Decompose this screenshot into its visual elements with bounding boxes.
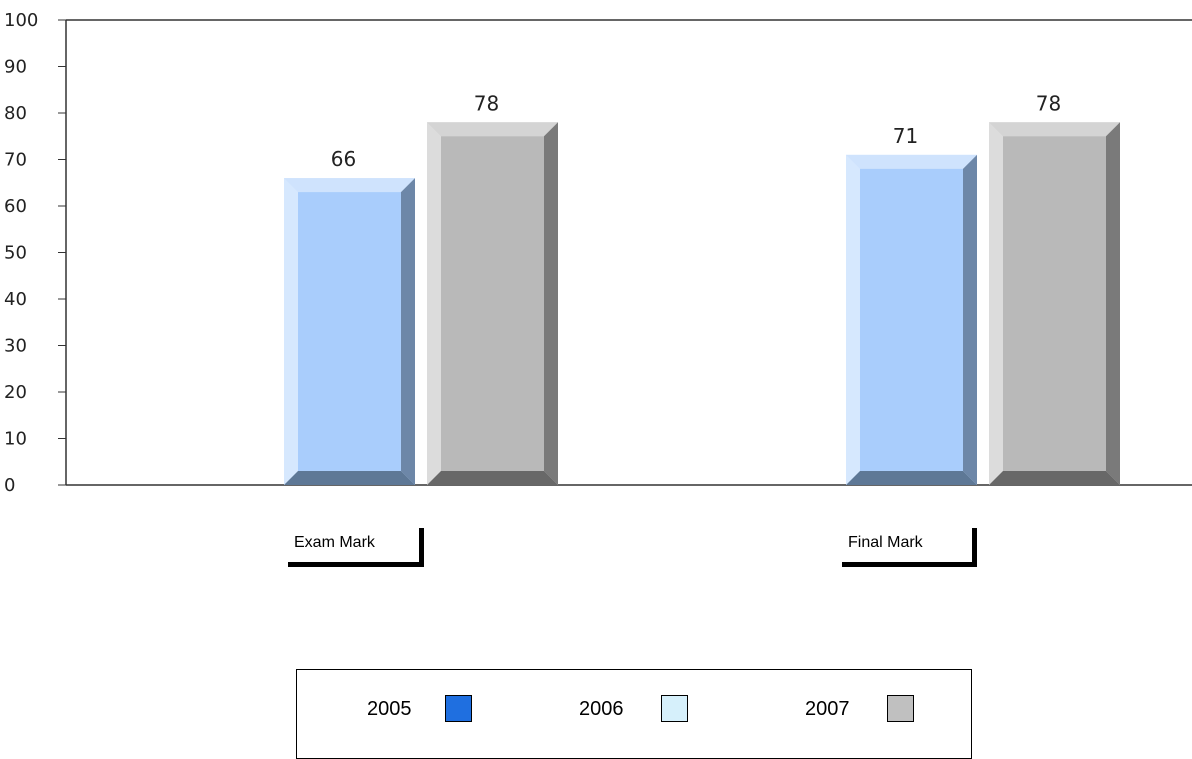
bar-left-bevel [427,122,441,486]
bar-bottom-bevel [989,471,1120,485]
bar-bottom-bevel [846,471,977,485]
x-category-label-box: Exam Mark [288,528,424,567]
bar-face [298,192,401,471]
axes: 0 10 20 30 40 50 60 70 80 90 100 [4,10,1192,496]
bar-right-bevel [1106,122,1120,486]
bar-left-bevel [284,178,298,485]
bar-face [441,136,544,472]
bar-value-label: 78 [1036,91,1061,115]
bar-face [1003,136,1106,472]
legend-label: 2006 [579,698,624,720]
y-tick-label: 30 [4,336,27,357]
bar-bottom-bevel [427,471,558,485]
y-tick-label: 50 [4,243,27,264]
y-tick-label: 0 [4,475,15,496]
legend-swatch-2005 [445,695,472,722]
y-tick-label: 80 [4,103,27,124]
x-category-label-box: Final Mark [842,528,977,567]
bar-2006-exam-mark [284,178,415,485]
y-tick-label: 90 [4,57,27,78]
bar-left-bevel [989,122,1003,486]
legend: 2005 2006 2007 [296,669,972,759]
bar-2007-final-mark [989,122,1120,486]
value-labels: 66 78 71 78 [331,91,1061,171]
y-tick-label: 20 [4,382,27,403]
bar-bottom-bevel [284,471,415,485]
bar-top-bevel [284,178,415,193]
bar-right-bevel [544,122,558,486]
legend-label: 2005 [367,698,412,720]
bar-value-label: 71 [893,124,918,148]
bar-right-bevel [963,154,977,485]
y-tick-label: 70 [4,150,27,171]
y-tick-label: 10 [4,429,27,450]
bar-top-bevel [989,122,1120,137]
x-category-label: Final Mark [848,534,923,551]
bar-face [860,168,963,471]
legend-swatch-2007 [887,695,914,722]
bar-top-bevel [427,122,558,137]
x-category-label: Exam Mark [294,534,375,551]
bar-value-label: 78 [474,91,499,115]
bars [284,122,1120,486]
bar-right-bevel [401,178,415,485]
bar-2006-final-mark [846,154,977,485]
bar-top-bevel [846,154,977,169]
y-tick-label: 100 [4,10,38,31]
y-tick-label: 40 [4,289,27,310]
bar-chart: 0 10 20 30 40 50 60 70 80 90 100 66 78 71 78 [4,10,1192,496]
bar-value-label: 66 [331,147,356,171]
bar-left-bevel [846,154,860,485]
bar-2007-exam-mark [427,122,558,486]
legend-swatch-2006 [661,695,688,722]
legend-label: 2007 [805,698,850,720]
y-tick-label: 60 [4,196,27,217]
